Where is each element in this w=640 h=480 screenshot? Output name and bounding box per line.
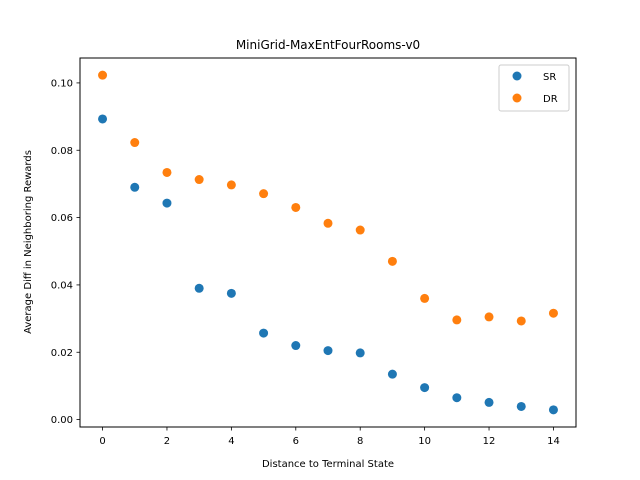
point-sr	[130, 182, 140, 192]
x-tick-label: 8	[357, 436, 363, 447]
point-dr	[355, 225, 365, 235]
point-dr	[98, 70, 108, 80]
point-dr	[420, 293, 430, 303]
point-dr	[387, 256, 397, 266]
x-axis: 0 2 4 6 8 10 12 14	[99, 427, 560, 447]
x-tick-label: 14	[547, 436, 560, 447]
plot-frame	[79, 57, 577, 428]
point-dr	[323, 218, 333, 228]
legend: SR DR	[498, 64, 570, 112]
point-sr	[291, 341, 301, 351]
point-sr	[194, 283, 204, 293]
point-sr	[516, 401, 526, 411]
legend-label-dr: DR	[543, 94, 558, 105]
point-dr	[291, 202, 301, 212]
y-tick-label: 0.04	[51, 280, 73, 291]
y-tick-label: 0.00	[51, 415, 73, 426]
point-sr	[387, 369, 397, 379]
y-tick-label: 0.08	[51, 146, 73, 157]
x-tick-label: 6	[293, 436, 299, 447]
legend-label-sr: SR	[543, 72, 556, 83]
point-sr	[420, 383, 430, 393]
series-sr	[98, 114, 558, 415]
point-dr	[130, 138, 140, 148]
chart-title: MiniGrid-MaxEntFourRooms-v0	[236, 38, 420, 52]
point-sr	[259, 328, 269, 338]
legend-marker-sr	[512, 71, 522, 81]
point-dr	[162, 167, 172, 177]
point-sr	[323, 346, 333, 356]
x-tick-label: 12	[483, 436, 496, 447]
point-dr	[259, 189, 269, 199]
point-sr	[355, 348, 365, 358]
plot-marks	[98, 70, 558, 415]
point-sr	[98, 114, 108, 124]
x-tick-label: 4	[228, 436, 234, 447]
point-dr	[194, 175, 204, 185]
point-sr	[548, 405, 558, 415]
legend-box	[498, 64, 570, 112]
point-dr	[452, 315, 462, 325]
y-tick-label: 0.06	[51, 213, 73, 224]
point-dr	[548, 308, 558, 318]
x-axis-label: Distance to Terminal State	[262, 459, 394, 470]
point-dr	[516, 316, 526, 326]
point-sr	[452, 393, 462, 403]
point-dr	[226, 180, 236, 190]
point-dr	[484, 312, 494, 322]
y-axis-label: Average Diff in Neighboring Rewards	[23, 150, 34, 334]
y-tick-label: 0.10	[51, 78, 73, 89]
x-tick-label: 10	[418, 436, 431, 447]
point-sr	[162, 198, 172, 208]
x-tick-label: 2	[164, 436, 170, 447]
x-tick-label: 0	[99, 436, 105, 447]
series-dr	[98, 70, 558, 326]
legend-marker-dr	[512, 93, 522, 103]
point-sr	[226, 288, 236, 298]
point-sr	[484, 397, 494, 407]
y-axis: 0.00 0.02 0.04 0.06 0.08 0.10	[51, 78, 80, 426]
y-tick-label: 0.02	[51, 348, 73, 359]
